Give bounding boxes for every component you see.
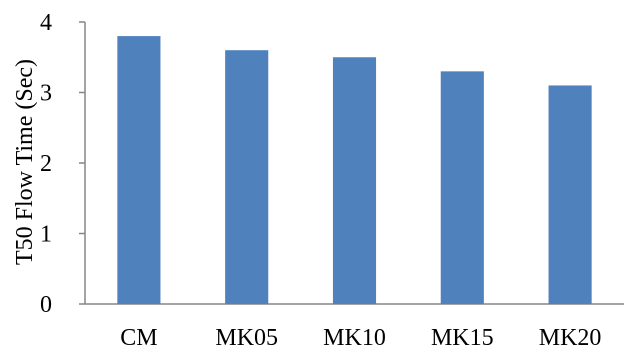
bar-group xyxy=(117,36,592,305)
x-category-label: MK15 xyxy=(431,325,494,351)
y-tick-label: 0 xyxy=(40,292,52,318)
x-category-label: MK10 xyxy=(323,325,386,351)
category-label-group: CM MK05 MK10 MK15 MK20 xyxy=(120,325,601,351)
y-axis-title: T50 Flow Time (Sec) xyxy=(12,59,38,265)
y-tick-group: 0 1 2 3 4 xyxy=(40,10,85,318)
bar-mk10 xyxy=(332,57,377,304)
bar-mk15 xyxy=(440,71,484,304)
y-tick-label: 2 xyxy=(40,151,52,177)
x-category-label: CM xyxy=(120,325,157,351)
y-tick-label: 3 xyxy=(40,81,52,107)
x-category-label: MK20 xyxy=(539,325,602,351)
y-tick-label: 1 xyxy=(40,222,52,248)
bar-cm xyxy=(117,36,161,304)
bar-mk20 xyxy=(548,85,592,304)
y-tick-label: 4 xyxy=(40,10,52,36)
x-category-label: MK05 xyxy=(215,325,278,351)
bar-mk05 xyxy=(225,50,269,305)
